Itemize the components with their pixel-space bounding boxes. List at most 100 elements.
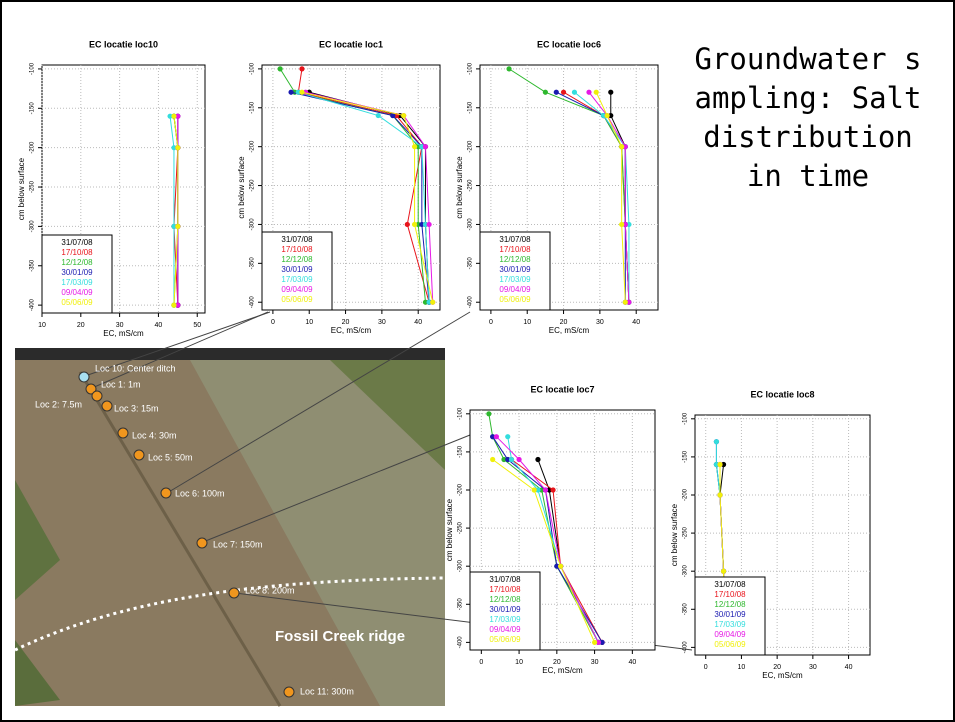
x-tick-label: 40 [628, 659, 636, 666]
map-label: Loc 7: 150m [213, 539, 263, 549]
legend-entry: 09/04/09 [499, 285, 531, 294]
data-point [560, 89, 567, 95]
data-point [535, 456, 541, 463]
y-tick-label: -300 [683, 565, 689, 578]
y-tick-label: -150 [458, 445, 464, 458]
legend-entry: 09/04/09 [714, 630, 746, 639]
y-tick-label: -250 [458, 521, 464, 534]
legend-entry: 17/03/09 [499, 275, 531, 284]
legend-entry: 12/12/08 [281, 255, 313, 264]
loc-point [101, 400, 113, 412]
x-tick-label: 20 [77, 322, 85, 329]
chart: EC locatie loc7 0 10 20 30 40 -100 -150 -200 -250… [445, 384, 656, 675]
y-tick-label: -350 [683, 603, 689, 616]
legend: 31/07/0817/10/0812/12/0830/01/0917/03/09… [479, 231, 551, 311]
loc-point [91, 390, 103, 402]
data-point [550, 487, 556, 493]
chart: EC locatie loc8 0 10 20 30 40 -100 -150 -200 -250… [670, 389, 871, 680]
y-tick-label: -150 [683, 450, 689, 463]
map-green [15, 480, 60, 600]
legend-entry: 17/10/08 [281, 245, 313, 254]
legend-entry: 09/04/09 [489, 625, 521, 634]
y-tick-label: -200 [250, 140, 256, 153]
legend: 31/07/0817/10/0812/12/0830/01/0917/03/09… [261, 231, 333, 311]
map-label: Loc 10: Center ditch [95, 363, 176, 373]
slide-title: Groundwater sampling: Salt distribution … [694, 42, 922, 193]
data-point [419, 144, 425, 150]
x-tick-label: 30 [596, 319, 604, 326]
map-label: Loc 5: 50m [148, 452, 193, 462]
data-point [430, 299, 436, 305]
data-point [505, 434, 511, 440]
x-tick-label: 10 [515, 659, 523, 666]
y-tick-label: -100 [30, 62, 36, 75]
data-point [299, 66, 305, 72]
data-point [411, 221, 418, 228]
data-point [171, 223, 177, 229]
y-tick-label: -300 [468, 218, 474, 231]
map-green [330, 360, 445, 470]
legend-entry: 31/07/08 [281, 235, 313, 244]
data-point [422, 144, 429, 150]
loc-point [283, 686, 295, 698]
data-point [171, 113, 177, 119]
x-tick-label: 20 [342, 319, 350, 326]
data-point [535, 487, 541, 493]
y-tick-label: -300 [458, 560, 464, 573]
y-tick-label: -200 [468, 140, 474, 153]
y-tick-label: -150 [468, 101, 474, 114]
map-label: Loc 1: 1m [101, 379, 141, 389]
legend-entry: 17/03/09 [281, 275, 313, 284]
data-point [720, 568, 727, 574]
y-axis-label: cm below surface [445, 498, 454, 561]
map-label: Loc 4: 30m [132, 430, 177, 440]
ridge-line [14, 576, 446, 652]
data-point [713, 439, 720, 445]
data-point [622, 144, 628, 150]
y-tick-label: -100 [250, 62, 256, 75]
data-point [167, 113, 173, 119]
legend-entry: 12/12/08 [61, 258, 93, 267]
x-tick-label: 20 [553, 659, 561, 666]
loc-point [117, 427, 129, 439]
data-point [586, 89, 592, 95]
y-axis-label: cm below surface [237, 156, 246, 219]
legend-entry: 05/06/09 [489, 635, 521, 644]
legend-entry: 17/10/08 [61, 248, 93, 257]
data-point [591, 639, 598, 645]
series-line [279, 68, 426, 303]
connector [84, 311, 271, 377]
loc-point [228, 587, 240, 599]
legend-entry: 09/04/09 [61, 288, 93, 297]
connector [202, 434, 471, 543]
data-point [531, 487, 537, 493]
y-axis-label: cm below surface [670, 503, 679, 566]
legend-entry: 17/10/08 [489, 585, 521, 594]
data-point [626, 299, 632, 305]
data-point [506, 66, 512, 72]
legend-entry: 30/01/09 [714, 610, 746, 619]
series-line [492, 459, 596, 643]
loc-point [196, 537, 208, 549]
loc-point [133, 449, 145, 461]
map-label: Loc 11: 300m [300, 686, 354, 696]
y-tick-label: -400 [683, 641, 689, 654]
ridge-label: Fossil Creek ridge [275, 628, 405, 645]
y-tick-label: -250 [683, 526, 689, 539]
legend: 31/07/0817/10/0812/12/0830/01/0917/03/09… [694, 576, 766, 656]
data-point [539, 487, 545, 493]
data-point [486, 411, 492, 417]
data-point [604, 112, 610, 119]
y-tick-label: -350 [468, 257, 474, 270]
chart: EC locatie loc10 10 20 30 40 50 -100 -150 -200 -2… [17, 39, 206, 338]
data-point [175, 145, 181, 151]
legend-entry: 09/04/09 [281, 285, 313, 294]
data-point [720, 461, 727, 468]
data-point [490, 456, 496, 463]
legend-entry: 12/12/08 [489, 595, 521, 604]
map-green [15, 640, 60, 706]
legend-entry: 31/07/08 [714, 580, 746, 589]
x-axis-label: EC, mS/cm [331, 326, 372, 335]
data-point [619, 221, 625, 228]
